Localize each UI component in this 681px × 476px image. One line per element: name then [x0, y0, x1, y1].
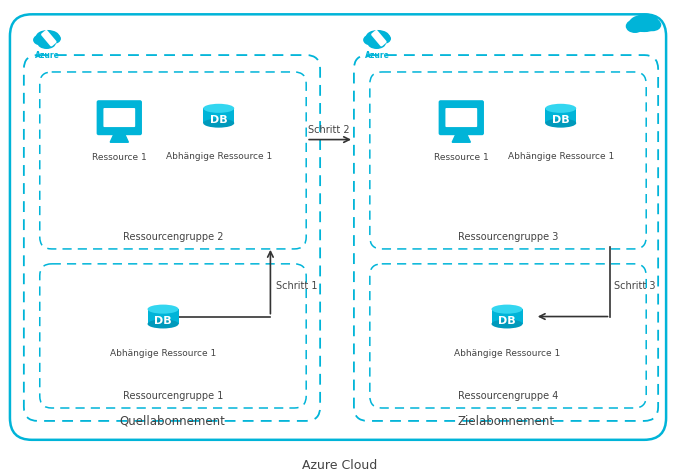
Polygon shape — [110, 134, 129, 143]
Ellipse shape — [47, 34, 61, 45]
FancyBboxPatch shape — [371, 31, 387, 48]
Ellipse shape — [35, 31, 60, 45]
Polygon shape — [545, 109, 576, 124]
Polygon shape — [492, 309, 522, 324]
Ellipse shape — [635, 15, 657, 27]
Text: Zielabonnement: Zielabonnement — [458, 414, 554, 427]
Text: Abhängige Ressource 1: Abhängige Ressource 1 — [507, 151, 614, 160]
Text: Ressourcengruppe 2: Ressourcengruppe 2 — [123, 231, 223, 241]
Polygon shape — [452, 134, 471, 143]
FancyBboxPatch shape — [439, 101, 484, 136]
Text: Azure: Azure — [35, 50, 60, 60]
Text: Ressourcengruppe 4: Ressourcengruppe 4 — [458, 390, 558, 400]
Ellipse shape — [148, 305, 178, 314]
Ellipse shape — [545, 119, 576, 129]
Text: Abhängige Ressource 1: Abhängige Ressource 1 — [454, 348, 560, 357]
Ellipse shape — [644, 20, 661, 32]
Ellipse shape — [367, 38, 386, 50]
FancyBboxPatch shape — [445, 109, 477, 128]
Ellipse shape — [629, 16, 659, 33]
Ellipse shape — [33, 35, 48, 46]
Text: Abhängige Ressource 1: Abhängige Ressource 1 — [110, 348, 216, 357]
Text: VM: VM — [112, 114, 126, 123]
Text: DB: DB — [552, 114, 569, 124]
Polygon shape — [203, 109, 234, 124]
Text: VM: VM — [454, 114, 468, 123]
Text: DB: DB — [154, 315, 172, 325]
Text: Azure: Azure — [365, 50, 390, 60]
Ellipse shape — [377, 34, 391, 45]
Text: Schritt 1: Schritt 1 — [276, 280, 318, 290]
FancyBboxPatch shape — [41, 31, 57, 48]
Text: Abhängige Ressource 1: Abhängige Ressource 1 — [165, 151, 272, 160]
Ellipse shape — [203, 119, 234, 129]
Text: Ressource 1: Ressource 1 — [92, 153, 146, 162]
Text: DB: DB — [210, 114, 227, 124]
Text: Schritt 3: Schritt 3 — [614, 280, 656, 290]
Text: DB: DB — [498, 315, 516, 325]
Ellipse shape — [363, 35, 379, 46]
Text: Ressource 1: Ressource 1 — [434, 153, 489, 162]
Text: Azure Cloud: Azure Cloud — [302, 458, 378, 471]
Polygon shape — [148, 309, 178, 324]
Ellipse shape — [37, 38, 56, 50]
Text: Schritt 2: Schritt 2 — [308, 124, 350, 134]
FancyBboxPatch shape — [97, 101, 142, 136]
Ellipse shape — [626, 20, 644, 34]
Ellipse shape — [492, 320, 522, 329]
Text: Quellabonnement: Quellabonnement — [119, 414, 225, 427]
Ellipse shape — [545, 105, 576, 114]
Ellipse shape — [492, 305, 522, 314]
Ellipse shape — [366, 31, 390, 45]
Text: Ressourcengruppe 1: Ressourcengruppe 1 — [123, 390, 223, 400]
Text: Ressourcengruppe 3: Ressourcengruppe 3 — [458, 231, 558, 241]
FancyBboxPatch shape — [104, 109, 136, 128]
Ellipse shape — [148, 320, 178, 329]
Ellipse shape — [203, 105, 234, 114]
